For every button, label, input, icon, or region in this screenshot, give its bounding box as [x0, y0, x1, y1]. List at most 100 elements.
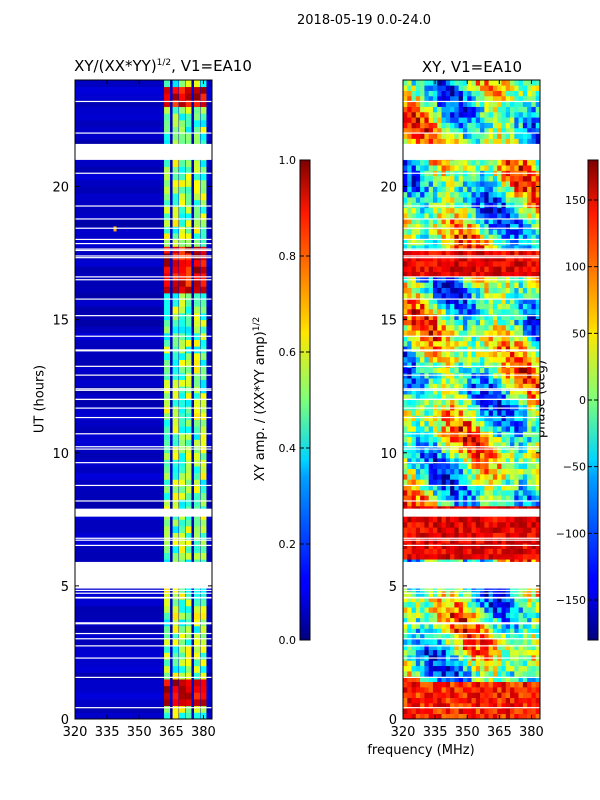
phase-cell	[480, 181, 485, 187]
phase-cell	[403, 223, 408, 230]
phase-cell	[415, 516, 421, 523]
phase-cell	[488, 633, 494, 640]
phase-cell	[471, 442, 477, 448]
phase-cell	[471, 245, 477, 251]
phase-cell	[467, 490, 472, 496]
phase-cell	[535, 521, 540, 528]
phase-cell	[420, 85, 425, 91]
phase-cell	[462, 181, 468, 187]
phase-cell	[471, 351, 477, 358]
phase-cell	[432, 484, 438, 491]
phase-cell	[403, 596, 408, 603]
phase-cell	[432, 601, 438, 608]
phase-cell	[467, 484, 472, 491]
phase-cell	[488, 490, 494, 496]
phase-cell	[407, 596, 412, 603]
phase-cell	[415, 543, 421, 549]
phase-cell	[403, 324, 408, 331]
phase-cell	[403, 346, 408, 352]
phase-cell	[510, 106, 515, 113]
phase-cell	[531, 660, 537, 667]
phase-cell	[454, 708, 459, 714]
phase-cell	[407, 553, 412, 560]
phase-cell	[497, 159, 502, 166]
phase-cell	[428, 335, 434, 342]
phase-cell	[467, 319, 472, 326]
phase-cell	[437, 703, 442, 709]
phase-cell	[437, 202, 442, 209]
amp-rfi-cell	[185, 213, 192, 221]
phase-cell	[450, 500, 455, 507]
phase-cell	[407, 298, 412, 304]
phase-cell	[458, 703, 464, 709]
phase-cell	[475, 681, 481, 688]
phase-cell	[432, 394, 438, 400]
flagged-line	[75, 446, 212, 448]
phase-cell	[475, 324, 481, 331]
phase-cell	[514, 474, 519, 480]
phase-cell	[505, 692, 511, 698]
phase-cell	[471, 703, 477, 709]
amp-rfi-cell	[200, 492, 207, 500]
phase-cell	[441, 697, 447, 704]
phase-cell	[467, 346, 472, 352]
phase-cell	[458, 159, 464, 166]
flagged-line	[403, 242, 540, 245]
phase-cell	[475, 378, 481, 384]
phase-cell	[471, 261, 477, 267]
phase-cell	[411, 708, 417, 714]
phase-cell	[527, 612, 532, 619]
phase-cell	[441, 426, 447, 432]
phase-cell	[437, 623, 442, 629]
phase-cell	[475, 213, 481, 219]
phase-cell	[471, 191, 477, 198]
phase-cell	[497, 532, 502, 539]
phase-cell	[411, 527, 417, 533]
phase-cell	[424, 207, 429, 214]
phase-cell	[441, 420, 447, 427]
amp-rfi-cell	[164, 199, 171, 207]
phase-cell	[488, 458, 494, 464]
phase-cell	[501, 548, 507, 555]
phase-cell	[484, 399, 489, 406]
phase-cell	[480, 527, 485, 533]
phase-cell	[484, 181, 489, 187]
phase-cell	[501, 410, 507, 416]
phase-cell	[484, 223, 489, 230]
phase-cell	[471, 85, 477, 91]
phase-cell	[484, 601, 489, 608]
phase-cell	[415, 202, 421, 209]
phase-cell	[462, 282, 468, 288]
phase-cell	[441, 340, 447, 347]
phase-cell	[535, 676, 540, 683]
phase-cell	[424, 90, 429, 97]
phase-cell	[535, 239, 540, 246]
amp-row	[75, 372, 212, 380]
phase-cell	[437, 617, 442, 624]
phase-cell	[475, 394, 481, 400]
phase-cell	[428, 133, 434, 139]
phase-cell	[514, 106, 519, 113]
phase-cell	[415, 521, 421, 528]
phase-cell	[501, 250, 507, 257]
phase-cell	[484, 692, 489, 698]
flagged-line	[75, 592, 212, 594]
phase-cell	[467, 697, 472, 704]
phase-cell	[420, 436, 425, 443]
phase-cell	[424, 80, 429, 86]
phase-cell	[458, 287, 464, 294]
amp-rfi-cell	[200, 605, 207, 613]
amp-rfi-cell	[164, 213, 171, 221]
amp-rfi-cell	[200, 279, 207, 287]
phase-cell	[484, 548, 489, 555]
phase-cell	[411, 420, 417, 427]
amp-rfi-cell	[194, 339, 201, 347]
amp-rfi-cell	[194, 685, 201, 693]
phase-cell	[471, 708, 477, 714]
phase-cell	[432, 521, 438, 528]
phase-cell	[432, 191, 438, 198]
phase-cell	[492, 186, 498, 193]
right-colorbar-tick-label: 50	[572, 327, 586, 340]
phase-cell	[531, 484, 537, 491]
